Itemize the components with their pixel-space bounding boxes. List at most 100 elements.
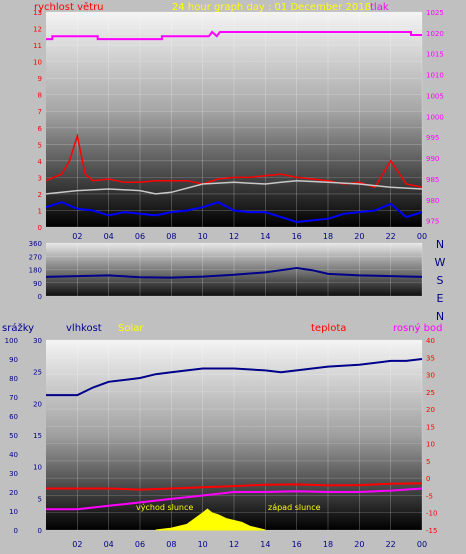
precip-y-tick-label: 40 <box>9 451 18 459</box>
temp-y-tick-label: 0 <box>426 475 430 483</box>
climate-panel <box>46 340 422 530</box>
compass-label: N <box>436 238 444 251</box>
wind-y-tick-label: 9 <box>38 75 42 83</box>
x-tick-label: 08 <box>166 232 176 241</box>
humidity-y-tick-label: 5 <box>38 495 42 503</box>
wind-y-tick-label: 8 <box>38 92 42 100</box>
wind-y-tick-label: 6 <box>38 125 43 133</box>
wind-axes: 0123456789101112139759809859909951000100… <box>33 9 444 241</box>
pressure-y-tick-label: 1005 <box>426 92 444 100</box>
wind-y-tick-label: 12 <box>33 26 42 34</box>
temp-y-tick-label: 35 <box>426 354 435 362</box>
series-humidity <box>46 358 423 397</box>
precip-y-tick-label: 60 <box>9 413 18 421</box>
x-tick-label: 14 <box>260 540 270 549</box>
precip-label: srážky <box>2 322 34 334</box>
x-tick-label: 08 <box>166 540 176 549</box>
climate-axes: 0102030405060708090100051015202530-15-10… <box>5 337 438 549</box>
series-direction <box>45 266 423 279</box>
wind-y-tick-label: 11 <box>33 42 42 50</box>
chart-title: 24 hour graph day : 01 December 2018 <box>172 2 371 13</box>
wind-y-tick-label: 2 <box>38 191 42 199</box>
x-tick-label: 20 <box>354 232 364 241</box>
compass-label: W <box>435 256 446 269</box>
temperature-label: teplota <box>311 323 346 334</box>
pressure-y-tick-label: 985 <box>426 176 439 184</box>
sunset-annotation: západ slunce <box>268 503 321 512</box>
x-tick-label: 20 <box>354 540 364 549</box>
direction-y-tick-label: 90 <box>33 280 42 288</box>
humidity-y-tick-label: 30 <box>33 337 42 345</box>
temp-y-tick-label: 25 <box>426 389 435 397</box>
x-tick-label: 12 <box>229 232 239 241</box>
sunrise-annotation: východ slunce <box>136 503 193 512</box>
solar-label: Solar <box>118 323 144 334</box>
series-solar <box>155 508 266 531</box>
direction-series <box>45 266 423 279</box>
precip-y-tick-label: 90 <box>9 356 18 364</box>
temp-y-tick-label: 10 <box>426 441 435 449</box>
x-tick-label: 14 <box>260 232 270 241</box>
precip-y-tick-label: 80 <box>9 375 18 383</box>
humidity-y-tick-label: 20 <box>33 400 42 408</box>
series-pressure <box>46 30 422 41</box>
x-tick-label: 10 <box>198 540 208 549</box>
x-tick-label: 22 <box>386 540 396 549</box>
wind-y-tick-label: 13 <box>33 9 42 17</box>
compass-label: N <box>436 310 444 323</box>
pressure-y-tick-label: 980 <box>426 197 439 205</box>
precip-y-tick-label: 70 <box>9 394 18 402</box>
x-tick-label: 00 <box>417 540 427 549</box>
pressure-y-tick-label: 975 <box>426 218 439 226</box>
x-tick-label: 02 <box>72 540 82 549</box>
precip-y-tick-label: 10 <box>9 508 18 516</box>
precip-y-tick-label: 100 <box>5 337 18 345</box>
x-tick-label: 12 <box>229 540 239 549</box>
humidity-y-tick-label: 25 <box>33 369 42 377</box>
pressure-y-tick-label: 1020 <box>426 30 444 38</box>
wind-y-tick-label: 10 <box>33 59 42 67</box>
wind-series <box>45 30 423 224</box>
direction-grid <box>46 242 423 297</box>
pressure-y-tick-label: 990 <box>426 155 439 163</box>
humidity-y-tick-label: 15 <box>33 432 42 440</box>
series-avg_wind <box>45 201 423 224</box>
x-tick-label: 06 <box>135 540 145 549</box>
pressure-y-tick-label: 1010 <box>426 72 444 80</box>
wind-y-tick-label: 0 <box>38 224 42 232</box>
series-dewpoint <box>46 487 423 511</box>
wind-y-tick-label: 4 <box>38 158 43 166</box>
x-tick-label: 04 <box>104 232 114 241</box>
temp-y-tick-label: -5 <box>426 492 433 500</box>
temp-y-tick-label: -10 <box>426 510 437 518</box>
x-tick-label: 10 <box>198 232 208 241</box>
wind-panel <box>46 12 422 227</box>
direction-y-tick-label: 180 <box>29 267 42 275</box>
wind-y-tick-label: 5 <box>38 141 42 149</box>
climate-series <box>46 358 423 531</box>
humidity-y-tick-label: 10 <box>33 464 42 472</box>
precip-y-tick-label: 30 <box>9 470 18 478</box>
precip-y-tick-label: 50 <box>9 432 18 440</box>
pressure-label: tlak <box>370 2 389 13</box>
wind-y-tick-label: 3 <box>38 174 42 182</box>
direction-y-tick-label: 270 <box>29 253 42 261</box>
series-gust_peak <box>45 133 423 189</box>
temp-y-tick-label: 15 <box>426 423 435 431</box>
pressure-y-tick-label: 1000 <box>426 113 444 121</box>
wind-speed-label: rychlost větru <box>34 1 104 13</box>
compass-label: E <box>437 292 444 305</box>
humidity-y-tick-label: 0 <box>38 527 42 535</box>
compass-label: S <box>437 274 444 287</box>
direction-panel <box>46 243 422 296</box>
x-tick-label: 06 <box>135 232 145 241</box>
pressure-y-tick-label: 1015 <box>426 51 444 59</box>
x-tick-label: 18 <box>323 540 333 549</box>
temp-y-tick-label: 5 <box>426 458 430 466</box>
direction-y-tick-label: 360 <box>29 240 42 248</box>
x-tick-label: 18 <box>323 232 333 241</box>
wind-y-tick-label: 7 <box>38 108 42 116</box>
temp-y-tick-label: -15 <box>426 527 437 535</box>
precip-y-tick-label: 20 <box>9 489 18 497</box>
